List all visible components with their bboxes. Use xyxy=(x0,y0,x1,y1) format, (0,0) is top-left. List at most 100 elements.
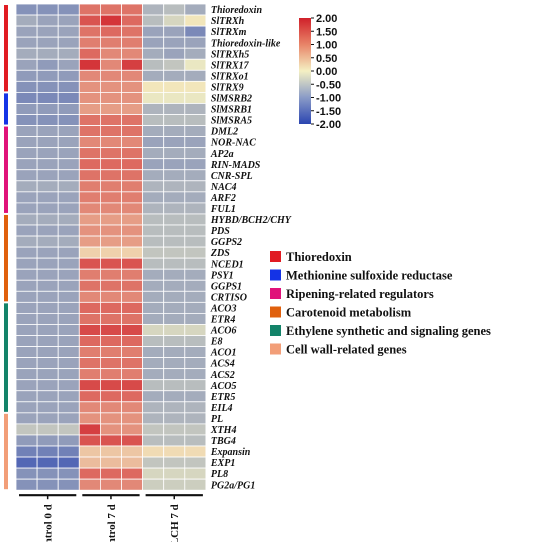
legend-swatch xyxy=(270,288,281,299)
heatmap-cell xyxy=(78,80,101,93)
heatmap-cell xyxy=(78,136,101,149)
heatmap-cell xyxy=(184,335,207,347)
heatmap-cell xyxy=(57,368,80,381)
gene-label: ETR4 xyxy=(210,315,235,326)
heatmap-cell xyxy=(15,80,38,93)
heatmap-cell xyxy=(78,58,101,71)
heatmap-cell xyxy=(121,14,144,27)
heatmap-cell xyxy=(100,467,122,480)
heatmap-cell xyxy=(78,423,101,436)
heatmap-cell xyxy=(36,279,59,292)
heatmap-cell xyxy=(184,114,207,126)
heatmap-cell xyxy=(15,379,38,392)
group-legend: Thioredoxin Methionine sulfoxide reductas… xyxy=(270,250,491,357)
heatmap-cell xyxy=(163,14,186,27)
gene-label: ACS4 xyxy=(210,359,235,370)
legend-swatch xyxy=(270,343,281,355)
heatmap-cell xyxy=(142,235,165,248)
legend-label: Methionine sulfoxide reductase xyxy=(286,269,453,283)
heatmap-cell xyxy=(142,136,165,149)
heatmap-cell xyxy=(36,467,59,480)
heatmap-cell xyxy=(121,246,144,259)
heatmap-cell xyxy=(100,423,122,436)
heatmap-cell xyxy=(36,213,59,226)
heatmap-cell xyxy=(163,423,186,436)
heatmap-cell xyxy=(142,191,165,204)
heatmap-cell xyxy=(15,324,38,336)
heatmap-cell xyxy=(57,357,80,370)
heatmap-cell xyxy=(57,445,80,458)
gene-label: PDS xyxy=(211,226,230,237)
heatmap-cell xyxy=(163,478,186,491)
legend-label: Cell wall-related genes xyxy=(286,343,407,357)
heatmap-cell xyxy=(57,213,80,226)
heatmap-cell xyxy=(57,423,80,436)
heatmap-cell xyxy=(36,312,59,325)
heatmap-cell xyxy=(78,47,101,60)
heatmap-cell xyxy=(142,312,165,325)
color-scale-tick-label: 0.00 xyxy=(316,66,337,78)
heatmap-cell xyxy=(100,202,122,215)
heatmap-cell xyxy=(100,158,122,171)
heatmap-cell xyxy=(36,401,59,414)
heatmap-cell xyxy=(36,257,59,270)
gene-label: NOR-NAC xyxy=(210,138,256,149)
heatmap-cell xyxy=(184,257,207,270)
heatmap-cell xyxy=(142,125,165,138)
heatmap-cell xyxy=(142,246,165,259)
heatmap-cell xyxy=(100,224,122,237)
heatmap-cell xyxy=(78,3,101,16)
heatmap-cell xyxy=(142,202,165,215)
heatmap-cell xyxy=(142,14,165,27)
heatmap-cell xyxy=(184,103,207,115)
heatmap-cell xyxy=(121,47,144,60)
heatmap-cell xyxy=(121,80,144,93)
heatmap-cell xyxy=(57,158,80,171)
heatmap-cell xyxy=(121,147,144,160)
heatmap-cell xyxy=(184,423,207,436)
heatmap-cell xyxy=(100,312,122,325)
color-scale-tick-label: -0.50 xyxy=(316,79,341,91)
heatmap-cell xyxy=(142,368,165,381)
heatmap-cell xyxy=(163,224,186,237)
heatmap-cell xyxy=(57,335,80,347)
gene-label: SlTRXo1 xyxy=(211,71,249,82)
heatmap-cell xyxy=(163,125,186,138)
heatmap-cell xyxy=(57,312,80,325)
heatmap-cell xyxy=(184,357,207,370)
heatmap-cell xyxy=(121,114,144,126)
gene-label: ACO1 xyxy=(210,348,237,359)
heatmap-cell xyxy=(78,357,101,370)
gene-label: AP2a xyxy=(210,149,234,160)
heatmap-cell xyxy=(121,346,144,358)
heatmap-cell xyxy=(142,478,165,491)
heatmap-cell xyxy=(57,136,80,149)
heatmap-cell xyxy=(142,180,165,193)
heatmap-cell xyxy=(184,58,207,71)
gene-label: GGPS1 xyxy=(211,281,242,292)
heatmap-cell xyxy=(184,147,207,160)
heatmap-cell xyxy=(142,346,165,358)
heatmap-cell xyxy=(15,279,38,292)
heatmap-cell xyxy=(184,324,207,336)
color-scale-bar xyxy=(299,18,311,124)
heatmap-cell xyxy=(163,368,186,381)
heatmap-cell xyxy=(78,324,101,336)
heatmap-cell xyxy=(100,346,122,358)
heatmap-cells xyxy=(15,3,207,491)
heatmap-cell xyxy=(121,301,144,314)
heatmap-cell xyxy=(100,169,122,182)
heatmap-cell xyxy=(184,47,207,60)
heatmap-cell xyxy=(142,445,165,458)
heatmap-cell xyxy=(163,103,186,115)
heatmap-cell xyxy=(15,136,38,149)
heatmap-cell xyxy=(57,180,80,193)
heatmap-cell xyxy=(78,246,101,259)
legend-swatch xyxy=(270,325,281,336)
heatmap-cell xyxy=(57,478,80,491)
legend-swatch xyxy=(270,251,281,262)
gene-label: SlTRXh5 xyxy=(211,49,249,60)
heatmap-cell xyxy=(184,180,207,193)
heatmap-cell xyxy=(78,114,101,126)
heatmap-cell xyxy=(184,301,207,314)
